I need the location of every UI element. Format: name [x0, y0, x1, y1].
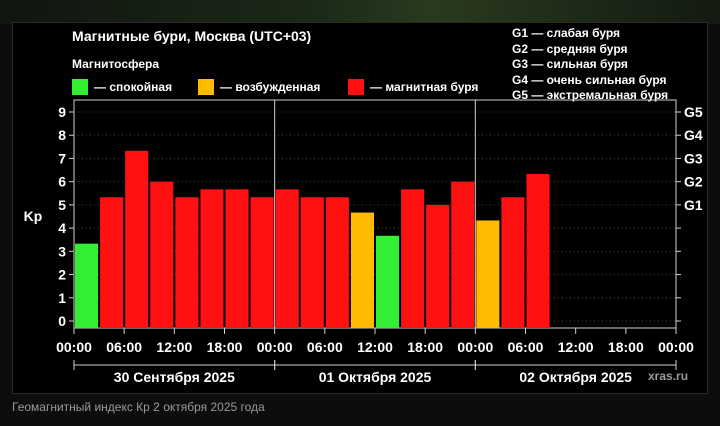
legend-swatch-storm	[348, 79, 364, 95]
day-label: 30 Сентября 2025	[114, 369, 235, 385]
y-tick-label: 3	[58, 243, 66, 259]
storm-level-g4: G4 — очень сильная буря	[512, 72, 667, 87]
x-tick-label: 00:00	[457, 339, 493, 355]
storm-level-legend: G1 — слабая буря G2 — средняя буря G3 — …	[512, 26, 668, 104]
right-axis-label: G1	[684, 197, 703, 213]
x-tick-label: 12:00	[156, 339, 192, 355]
x-tick-label: 06:00	[106, 339, 142, 355]
x-tick-label: 06:00	[508, 339, 544, 355]
kp-bar	[426, 204, 450, 328]
x-tick-label: 12:00	[357, 339, 393, 355]
legend-label-storm: — магнитная буря	[370, 80, 479, 94]
y-tick-label: 9	[58, 104, 66, 120]
y-tick-label: 1	[58, 290, 66, 306]
kp-bar	[100, 197, 124, 328]
x-tick-label: 00:00	[56, 339, 92, 355]
y-tick-label: 4	[58, 220, 66, 236]
kp-bar	[501, 197, 525, 328]
y-tick-label: 5	[58, 197, 66, 213]
storm-level-g2: G2 — средняя буря	[512, 41, 628, 56]
kp-bar	[376, 235, 400, 328]
legend-storm: — магнитная буря	[348, 79, 478, 95]
kp-bar	[225, 189, 249, 328]
x-tick-label: 00:00	[658, 339, 694, 355]
y-tick-label: 6	[58, 174, 66, 190]
legend-label-active: — возбужденная	[220, 80, 321, 94]
x-tick-label: 18:00	[407, 339, 443, 355]
kp-bar	[275, 189, 299, 328]
x-tick-label: 06:00	[307, 339, 343, 355]
storm-level-g5: G5 — экстремальная буря	[512, 88, 669, 102]
legend-active: — возбужденная	[198, 79, 320, 95]
y-tick-label: 2	[58, 267, 66, 283]
kp-bar	[125, 150, 149, 328]
storm-level-g3: G3 — сильная буря	[512, 57, 628, 71]
legend-quiet: — спокойная	[72, 79, 172, 95]
right-axis-label: G4	[684, 127, 703, 143]
day-label: 02 Октября 2025	[519, 369, 632, 385]
right-axis-label: G3	[684, 150, 703, 166]
kp-bar	[250, 197, 274, 328]
kp-bar	[325, 197, 349, 328]
kp-bar	[175, 197, 199, 328]
top-strip	[0, 0, 720, 24]
kp-bar	[451, 181, 475, 328]
legend-swatch-quiet	[72, 79, 88, 95]
kp-bar	[401, 189, 425, 328]
x-tick-label: 00:00	[257, 339, 293, 355]
x-tick-label: 18:00	[608, 339, 644, 355]
x-tick-label: 12:00	[558, 339, 594, 355]
chart-title: Магнитные бури, Москва (UTC+03)	[72, 28, 312, 44]
image-caption: Геомагнитный индекс Кр 2 октября 2025 го…	[12, 400, 265, 414]
right-axis-label: G5	[684, 104, 703, 120]
day-label: 01 Октября 2025	[319, 369, 432, 385]
watermark: xras.ru	[648, 369, 689, 383]
kp-bar	[300, 197, 324, 328]
y-tick-label: 0	[58, 313, 66, 329]
legend-swatch-active	[198, 79, 214, 95]
kp-bar	[200, 189, 224, 328]
kp-bar	[75, 243, 99, 328]
y-tick-label: 8	[58, 127, 66, 143]
magnetosphere-title: Магнитосфера	[72, 57, 160, 71]
kp-bar	[476, 220, 500, 328]
kp-bar	[350, 212, 374, 328]
x-tick-label: 18:00	[207, 339, 243, 355]
kp-bar	[526, 174, 550, 328]
y-tick-label: 7	[58, 150, 66, 166]
kp-bar	[150, 181, 174, 328]
right-axis-label: G2	[684, 174, 703, 190]
y-axis-label: Kp	[24, 208, 43, 224]
storm-level-g1: G1 — слабая буря	[512, 26, 621, 40]
legend-label-quiet: — спокойная	[94, 80, 173, 94]
